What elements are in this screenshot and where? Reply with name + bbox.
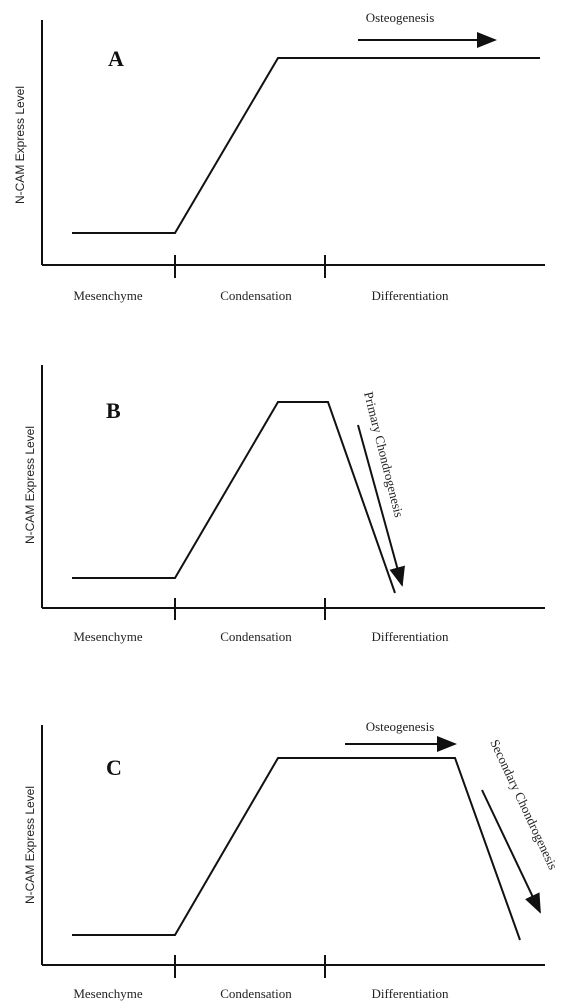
panel-b: B N-CAM Express Level Mesenchyme Condens… bbox=[23, 365, 545, 644]
stage: Mesenchyme bbox=[73, 986, 143, 1001]
stage: Differentiation bbox=[371, 288, 449, 303]
annotation: Primary Chondrogenesis bbox=[361, 390, 407, 519]
annotation: Osteogenesis bbox=[366, 10, 435, 25]
curve bbox=[72, 57, 540, 234]
y-label: N-CAM Express Level bbox=[23, 426, 37, 544]
curve bbox=[72, 401, 396, 594]
arrow bbox=[481, 789, 541, 914]
annotation: Secondary Chondrogenesis bbox=[487, 737, 561, 872]
panel-a: A N-CAM Express Level Mesenchyme Condens… bbox=[13, 10, 545, 303]
panel-label: B bbox=[106, 398, 121, 423]
stage: Condensation bbox=[220, 288, 292, 303]
panel-label: C bbox=[106, 755, 122, 780]
stage: Differentiation bbox=[371, 629, 449, 644]
stage: Differentiation bbox=[371, 986, 449, 1001]
stage: Mesenchyme bbox=[73, 629, 143, 644]
stage: Mesenchyme bbox=[73, 288, 143, 303]
arrow bbox=[357, 424, 405, 587]
y-label: N-CAM Express Level bbox=[23, 786, 37, 904]
annotation: Osteogenesis bbox=[366, 719, 435, 734]
panel-c: C N-CAM Express Level Mesenchyme Condens… bbox=[23, 719, 561, 1001]
stage: Condensation bbox=[220, 629, 292, 644]
y-label: N-CAM Express Level bbox=[13, 86, 27, 204]
curve bbox=[72, 757, 521, 941]
panel-label: A bbox=[108, 46, 124, 71]
stage: Condensation bbox=[220, 986, 292, 1001]
